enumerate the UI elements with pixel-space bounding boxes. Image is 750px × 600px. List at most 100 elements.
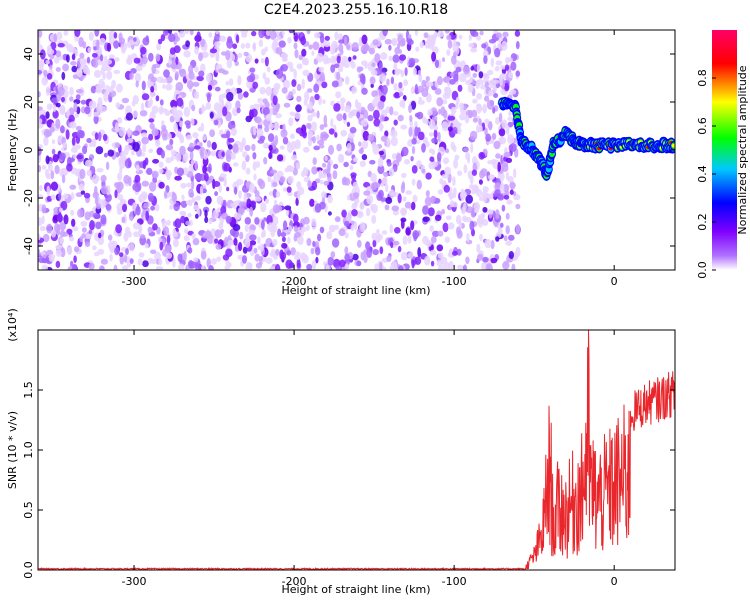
spectrogram-noise-cell — [330, 64, 336, 73]
spectrogram-noise-cell — [128, 242, 135, 252]
spectrogram-noise-cell — [366, 248, 373, 258]
spectrogram-noise-cell — [38, 154, 42, 164]
spectrogram-noise-cell — [336, 55, 341, 64]
spectrogram-noise-cell — [353, 200, 358, 208]
spectrogram-noise-cell — [98, 265, 105, 270]
spectrogram-noise-cell — [227, 144, 233, 150]
spectrogram-noise-cell — [295, 162, 301, 170]
spectrogram-noise-cell — [391, 153, 398, 160]
spectrogram-noise-cell — [186, 79, 194, 90]
spectrogram-noise-cell — [365, 207, 371, 217]
spectrogram-noise-cell — [307, 88, 313, 93]
spectrogram-noise-cell — [501, 204, 506, 212]
spectrogram-noise-cell — [347, 132, 355, 139]
snr-plot-area — [38, 330, 675, 570]
spectrogram-noise-cell — [152, 223, 158, 231]
spectrogram-noise-cell — [466, 233, 470, 243]
spectrogram-noise-cell — [237, 206, 245, 215]
spectrogram-noise-cell — [41, 264, 49, 270]
spectrogram-noise-cell — [119, 254, 125, 265]
spectrogram-noise-cell — [410, 86, 416, 95]
spectrogram-noise-cell — [84, 241, 91, 247]
spectrogram-noise-cell — [438, 252, 444, 259]
spectrogram-noise-cell — [385, 182, 389, 193]
spectrogram-noise-cell — [340, 97, 346, 104]
spectrogram-noise-cell — [491, 132, 497, 140]
spectrogram-noise-cell — [427, 207, 435, 217]
spectrogram-noise-cell — [432, 230, 440, 237]
spectrogram-noise-cell — [61, 174, 66, 184]
spectrogram-noise-cell — [76, 144, 81, 150]
spectrogram-noise-cell — [219, 35, 227, 42]
spectrogram-noise-cell — [494, 47, 501, 58]
spectrogram-noise-cell — [497, 161, 502, 172]
spectrogram-noise-cell — [208, 32, 213, 38]
spectrogram-noise-cell — [349, 126, 357, 134]
spectrogram-noise-cell — [113, 264, 118, 270]
spectrogram-noise-cell — [39, 185, 43, 192]
spectrogram-noise-cell — [179, 210, 187, 216]
spectrogram-noise-cell — [76, 154, 83, 160]
spectrogram-noise-cell — [341, 209, 347, 218]
spectrogram-noise-cell — [156, 76, 164, 83]
spectrogram-noise-cell — [198, 70, 205, 77]
spectrogram-noise-cell — [265, 257, 273, 265]
spectrogram-noise-cell — [330, 251, 336, 259]
spectrogram-noise-cell — [175, 153, 182, 162]
spectrogram-noise-cell — [46, 185, 51, 196]
spectrogram-noise-cell — [486, 99, 494, 110]
spectrogram-noise-cell — [161, 219, 167, 229]
spectrogram-noise-cell — [462, 147, 469, 153]
spectrogram-noise-cell — [402, 235, 408, 246]
spectrogram-noise-cell — [253, 247, 258, 254]
spectrogram-noise-cell — [505, 212, 510, 220]
spectrogram-noise-cell — [348, 210, 353, 216]
spectrogram-noise-cell — [205, 195, 212, 205]
spectrogram-noise-cell — [428, 132, 434, 137]
spectrogram-noise-cell — [380, 182, 384, 187]
spectrogram-noise-cell — [163, 30, 169, 36]
spectrogram-noise-cell — [482, 256, 489, 263]
spectrogram-noise-cell — [58, 207, 63, 213]
spectrogram-noise-cell — [184, 228, 189, 234]
spectrogram-noise-cell — [103, 152, 108, 158]
spectrogram-noise-cell — [52, 110, 59, 119]
spectrogram-noise-cell — [126, 261, 132, 268]
spectrogram-noise-cell — [73, 255, 77, 263]
spectrogram-noise-cell — [461, 206, 466, 215]
spectrogram-noise-cell — [379, 246, 384, 255]
spectrogram-noise-cell — [490, 239, 495, 250]
spectrogram-noise-cell — [498, 112, 503, 123]
spectrogram-noise-cell — [332, 258, 341, 268]
spectrogram-noise-cell — [48, 254, 56, 259]
spectrogram-noise-cell — [108, 234, 113, 241]
spectrogram-noise-cell — [173, 39, 177, 45]
spectrogram-noise-cell — [245, 261, 253, 270]
spectrogram-noise-cell — [109, 253, 113, 262]
spectrogram-noise-cell — [204, 42, 208, 52]
spectrogram-noise-cell — [119, 166, 123, 174]
spectrogram-noise-cell — [226, 186, 230, 192]
spectrogram-noise-cell — [95, 221, 102, 230]
spectrogram-noise-cell — [244, 144, 251, 152]
spectrogram-noise-cell — [505, 225, 510, 235]
spectrogram-noise-cell — [210, 150, 217, 157]
spectrogram-noise-cell — [361, 140, 369, 149]
spectrogram-noise-cell — [277, 35, 282, 41]
spectrogram-noise-cell — [287, 165, 295, 172]
spectrogram-noise-cell — [108, 240, 116, 251]
spectrogram-noise-cell — [323, 123, 328, 128]
spectrogram-noise-cell — [194, 173, 203, 181]
spectrogram-noise-cell — [468, 42, 475, 48]
spectrogram-noise-cell — [148, 133, 154, 141]
spectrogram-noise-cell — [502, 31, 509, 38]
spectrogram-noise-cell — [359, 160, 366, 168]
spectrogram-noise-cell — [485, 263, 493, 270]
spectrogram-noise-cell — [437, 76, 443, 86]
spectrogram-noise-cell — [226, 59, 233, 69]
spectrogram-noise-cell — [349, 165, 354, 171]
spectrogram-noise-cell — [456, 229, 463, 239]
spectrogram-noise-cell — [166, 234, 171, 245]
spectrogram-noise-cell — [75, 125, 82, 131]
